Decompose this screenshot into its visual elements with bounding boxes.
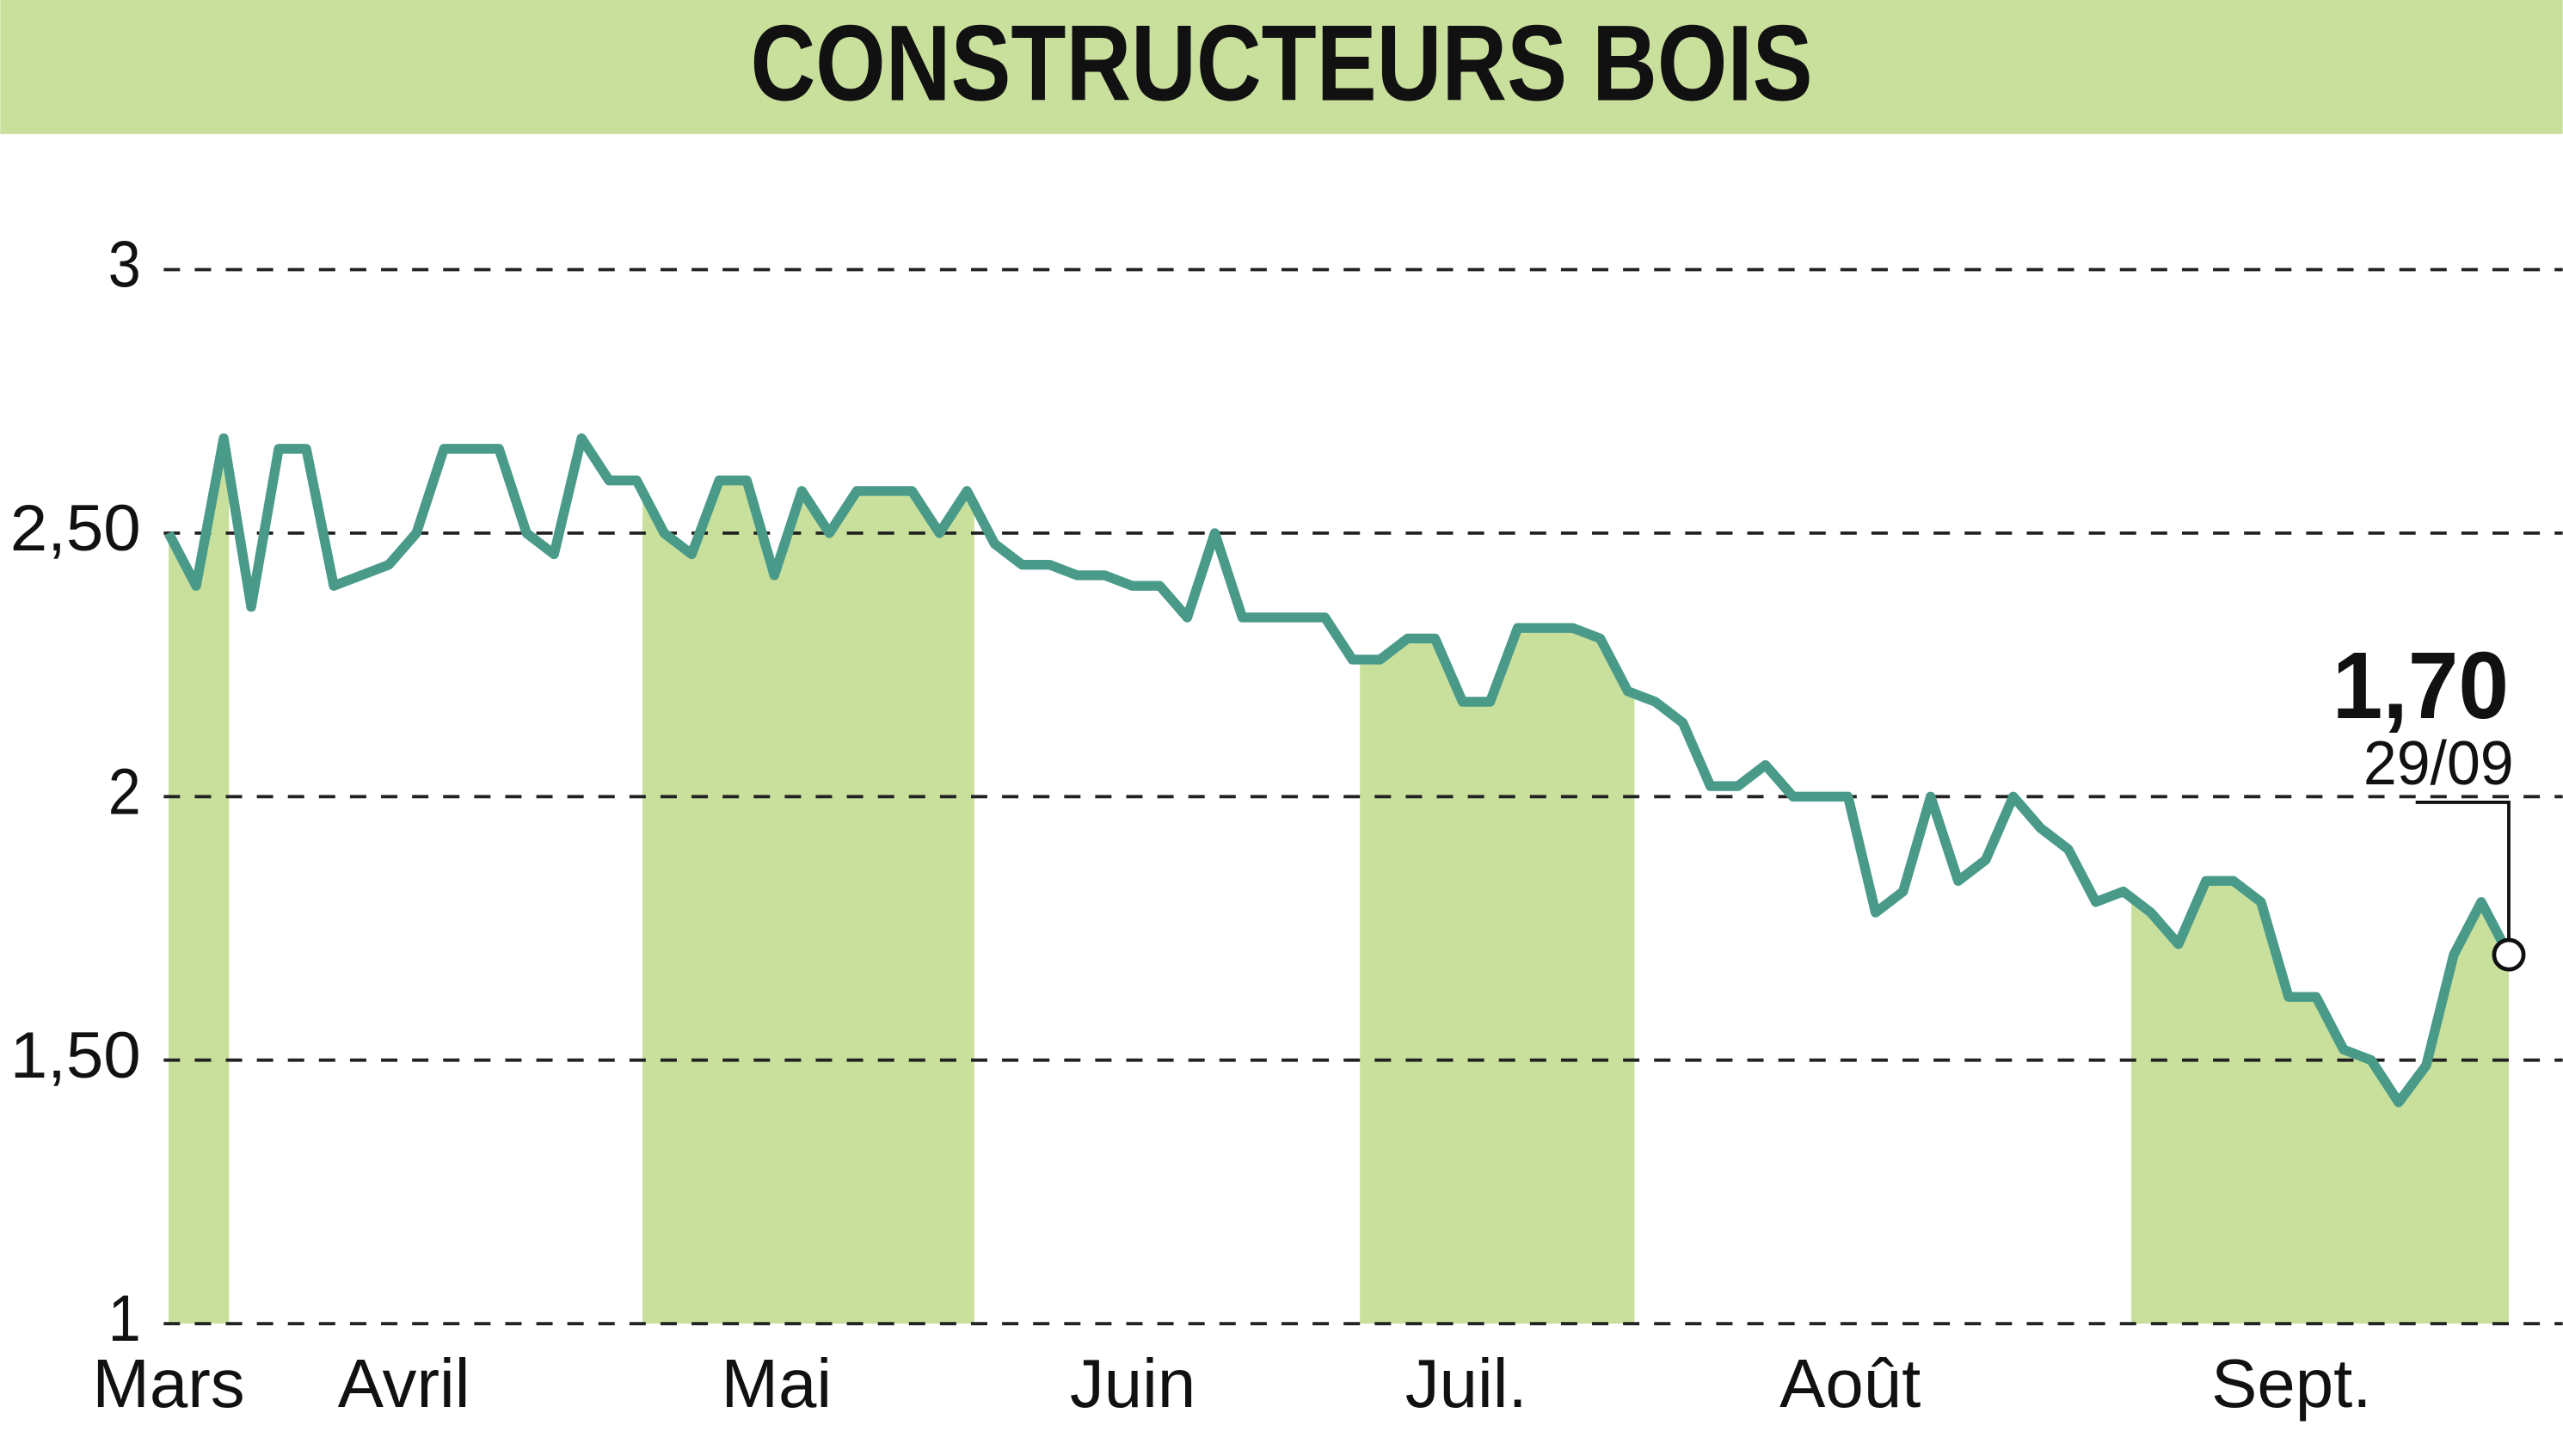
last-value: 1,70 (2333, 633, 2509, 739)
x-tick-label: Juil. (1405, 1345, 1527, 1422)
x-tick-label: Août (1779, 1345, 1921, 1422)
x-tick-label: Mai (722, 1345, 833, 1422)
leader-line (2415, 801, 2511, 955)
title-bar (0, 0, 2563, 134)
last-date: 29/09 (2363, 729, 2514, 798)
y-tick-label: 2,50 (10, 492, 141, 565)
y-tick-label: 2 (108, 755, 141, 828)
x-tick-label: Juin (1070, 1345, 1195, 1422)
x-tick-label: Sept. (2211, 1345, 2371, 1422)
band (642, 438, 974, 1324)
x-tick-label: Mars (92, 1345, 244, 1422)
price-line (163, 433, 2514, 1108)
y-tick-label: 1 (108, 1282, 141, 1355)
last-point (2492, 937, 2526, 972)
x-tick-label: Avril (338, 1345, 470, 1422)
chart-title: CONSTRUCTEURS BOIS (750, 3, 1812, 124)
y-tick-label: 1,50 (10, 1019, 141, 1092)
y-tick-label: 3 (108, 229, 141, 302)
